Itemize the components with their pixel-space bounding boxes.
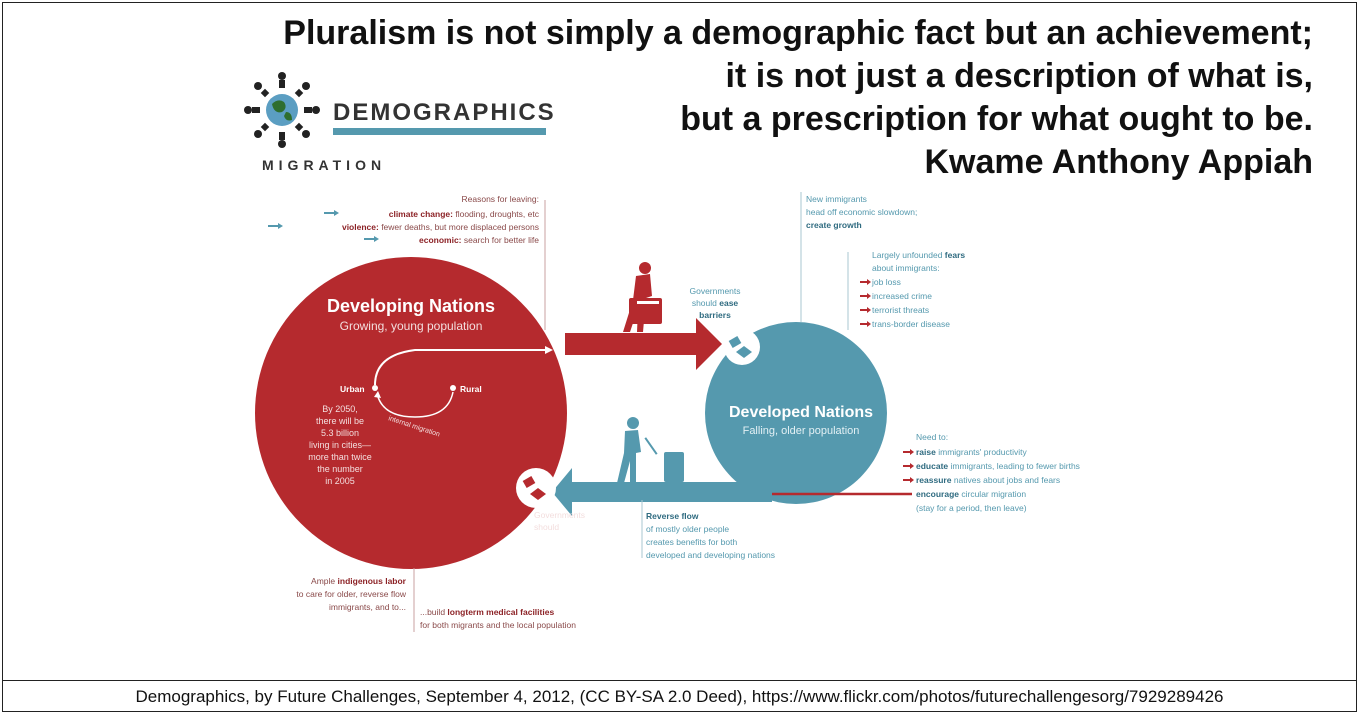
svg-text:there will be: there will be [316, 416, 364, 426]
svg-text:head off economic slowdown;: head off economic slowdown; [806, 207, 917, 217]
svg-text:more than twice: more than twice [308, 452, 372, 462]
svg-text:By 2050,: By 2050, [322, 404, 358, 414]
svg-text:terrorist threats: terrorist threats [872, 305, 929, 315]
medical-note: ...build longterm medical facilities for… [420, 607, 576, 630]
outbound-migration-arrow [565, 318, 722, 370]
governments-top-note: Governments should ease barriers [689, 286, 740, 320]
svg-text:Need to:: Need to: [916, 432, 948, 442]
globe-people-icon [244, 72, 320, 148]
reason-climate: climate change: flooding, droughts, etc [389, 209, 540, 219]
svg-text:Reverse flow: Reverse flow [646, 511, 699, 521]
abroad-path [374, 349, 545, 386]
svg-text:barriers: barriers [699, 310, 731, 320]
svg-text:Governments: Governments [534, 510, 585, 520]
logo-underline [333, 128, 546, 135]
svg-text:creates benefits for both: creates benefits for both [646, 537, 737, 547]
svg-text:increased crime: increased crime [872, 291, 932, 301]
reason-economic: economic: search for better life [419, 235, 539, 245]
quote-line-3: but a prescription for what ought to be. [680, 100, 1313, 138]
internal-migration-arc [377, 391, 454, 418]
svg-text:immigrants, and to...: immigrants, and to... [329, 602, 406, 612]
svg-text:to care for older, reverse flo: to care for older, reverse flow [296, 589, 406, 599]
logo-title: DEMOGRAPHICS [333, 99, 556, 126]
svg-text:Ample indigenous labor: Ample indigenous labor [311, 576, 407, 586]
labor-note: Ample indigenous labor to care for older… [296, 576, 406, 612]
svg-text:Governments: Governments [689, 286, 740, 296]
svg-text:about immigrants:: about immigrants: [872, 263, 940, 273]
new-immigrants-note: New immigrants head off economic slowdow… [806, 194, 917, 230]
svg-text:should ease: should ease [534, 522, 581, 532]
svg-text:educate immigrants, leading to: educate immigrants, leading to fewer bir… [916, 461, 1080, 471]
need-to-note: Need to: raise immigrants' productivity … [916, 432, 1080, 513]
svg-text:reassure natives about jobs an: reassure natives about jobs and fears [916, 475, 1060, 485]
svg-text:New immigrants: New immigrants [806, 194, 867, 204]
barrier-icon [516, 468, 556, 508]
fears-note: Largely unfounded fears about immigrants… [871, 250, 965, 329]
need-to-arrows [903, 449, 914, 483]
abroad-arrowhead [545, 346, 553, 354]
quote: Pluralism is not simply a demographic fa… [283, 12, 1313, 184]
svg-text:create growth: create growth [806, 220, 862, 230]
svg-text:developed and developing natio: developed and developing nations [646, 550, 775, 560]
developing-subtitle: Growing, young population [340, 319, 483, 333]
svg-text:5.3 billion: 5.3 billion [321, 428, 359, 438]
svg-text:(stay for a period, then leave: (stay for a period, then leave) [916, 503, 1027, 513]
svg-text:barriers: barriers [534, 534, 566, 544]
reverse-flow-note: Reverse flow of mostly older people crea… [646, 511, 775, 560]
developed-title: Developed Nations [729, 404, 873, 421]
developing-title: Developing Nations [327, 296, 495, 316]
fears-arrows [860, 279, 871, 327]
svg-text:encourage circular migration: encourage circular migration [916, 489, 1026, 499]
reasons-for-leaving: Reasons for leaving: climate change: flo… [342, 194, 540, 245]
svg-text:of mostly older people: of mostly older people [646, 524, 729, 534]
reasons-header: Reasons for leaving: [462, 194, 540, 204]
svg-text:...build longterm medical faci: ...build longterm medical facilities [420, 607, 554, 617]
quote-author: Kwame Anthony Appiah [924, 143, 1314, 181]
walking-traveler-icon-highlight [637, 301, 659, 304]
rural-dot [450, 385, 456, 391]
urban-stat: By 2050, there will be 5.3 billion livin… [308, 404, 372, 486]
quote-line-2: it is not just a description of what is, [725, 57, 1314, 95]
urban-dot [372, 385, 378, 391]
svg-text:the number: the number [317, 464, 363, 474]
image-credit-caption: Demographics, by Future Challenges, Sept… [2, 680, 1357, 712]
svg-text:Largely unfounded fears: Largely unfounded fears [872, 250, 965, 260]
svg-text:should ease: should ease [692, 298, 739, 308]
reason-arrows [268, 210, 379, 242]
svg-text:trans-border disease: trans-border disease [872, 319, 950, 329]
svg-text:raise immigrants' productivity: raise immigrants' productivity [916, 447, 1028, 457]
rural-label: Rural [460, 384, 482, 394]
logo-subtitle: MIGRATION [262, 157, 386, 173]
barrier-icon [724, 329, 760, 365]
walking-traveler-icon [623, 262, 662, 332]
reason-violence: violence: fewer deaths, but more displac… [342, 222, 539, 232]
svg-text:living in cities—: living in cities— [309, 440, 371, 450]
internal-migration-arrowhead [374, 391, 381, 398]
urban-label: Urban [340, 384, 365, 394]
rolling-suitcase-traveler-icon [617, 417, 684, 483]
svg-text:for both migrants and the loca: for both migrants and the local populati… [420, 620, 576, 630]
quote-line-1: Pluralism is not simply a demographic fa… [283, 14, 1313, 52]
svg-text:job loss: job loss [871, 277, 901, 287]
developed-nations-circle [705, 322, 887, 504]
developing-nations-circle [255, 257, 567, 569]
reverse-flow-arrow [552, 468, 772, 516]
svg-text:in 2005: in 2005 [325, 476, 355, 486]
developed-subtitle: Falling, older population [743, 425, 860, 437]
governments-bottom-note: Governments should ease barriers [534, 510, 585, 544]
